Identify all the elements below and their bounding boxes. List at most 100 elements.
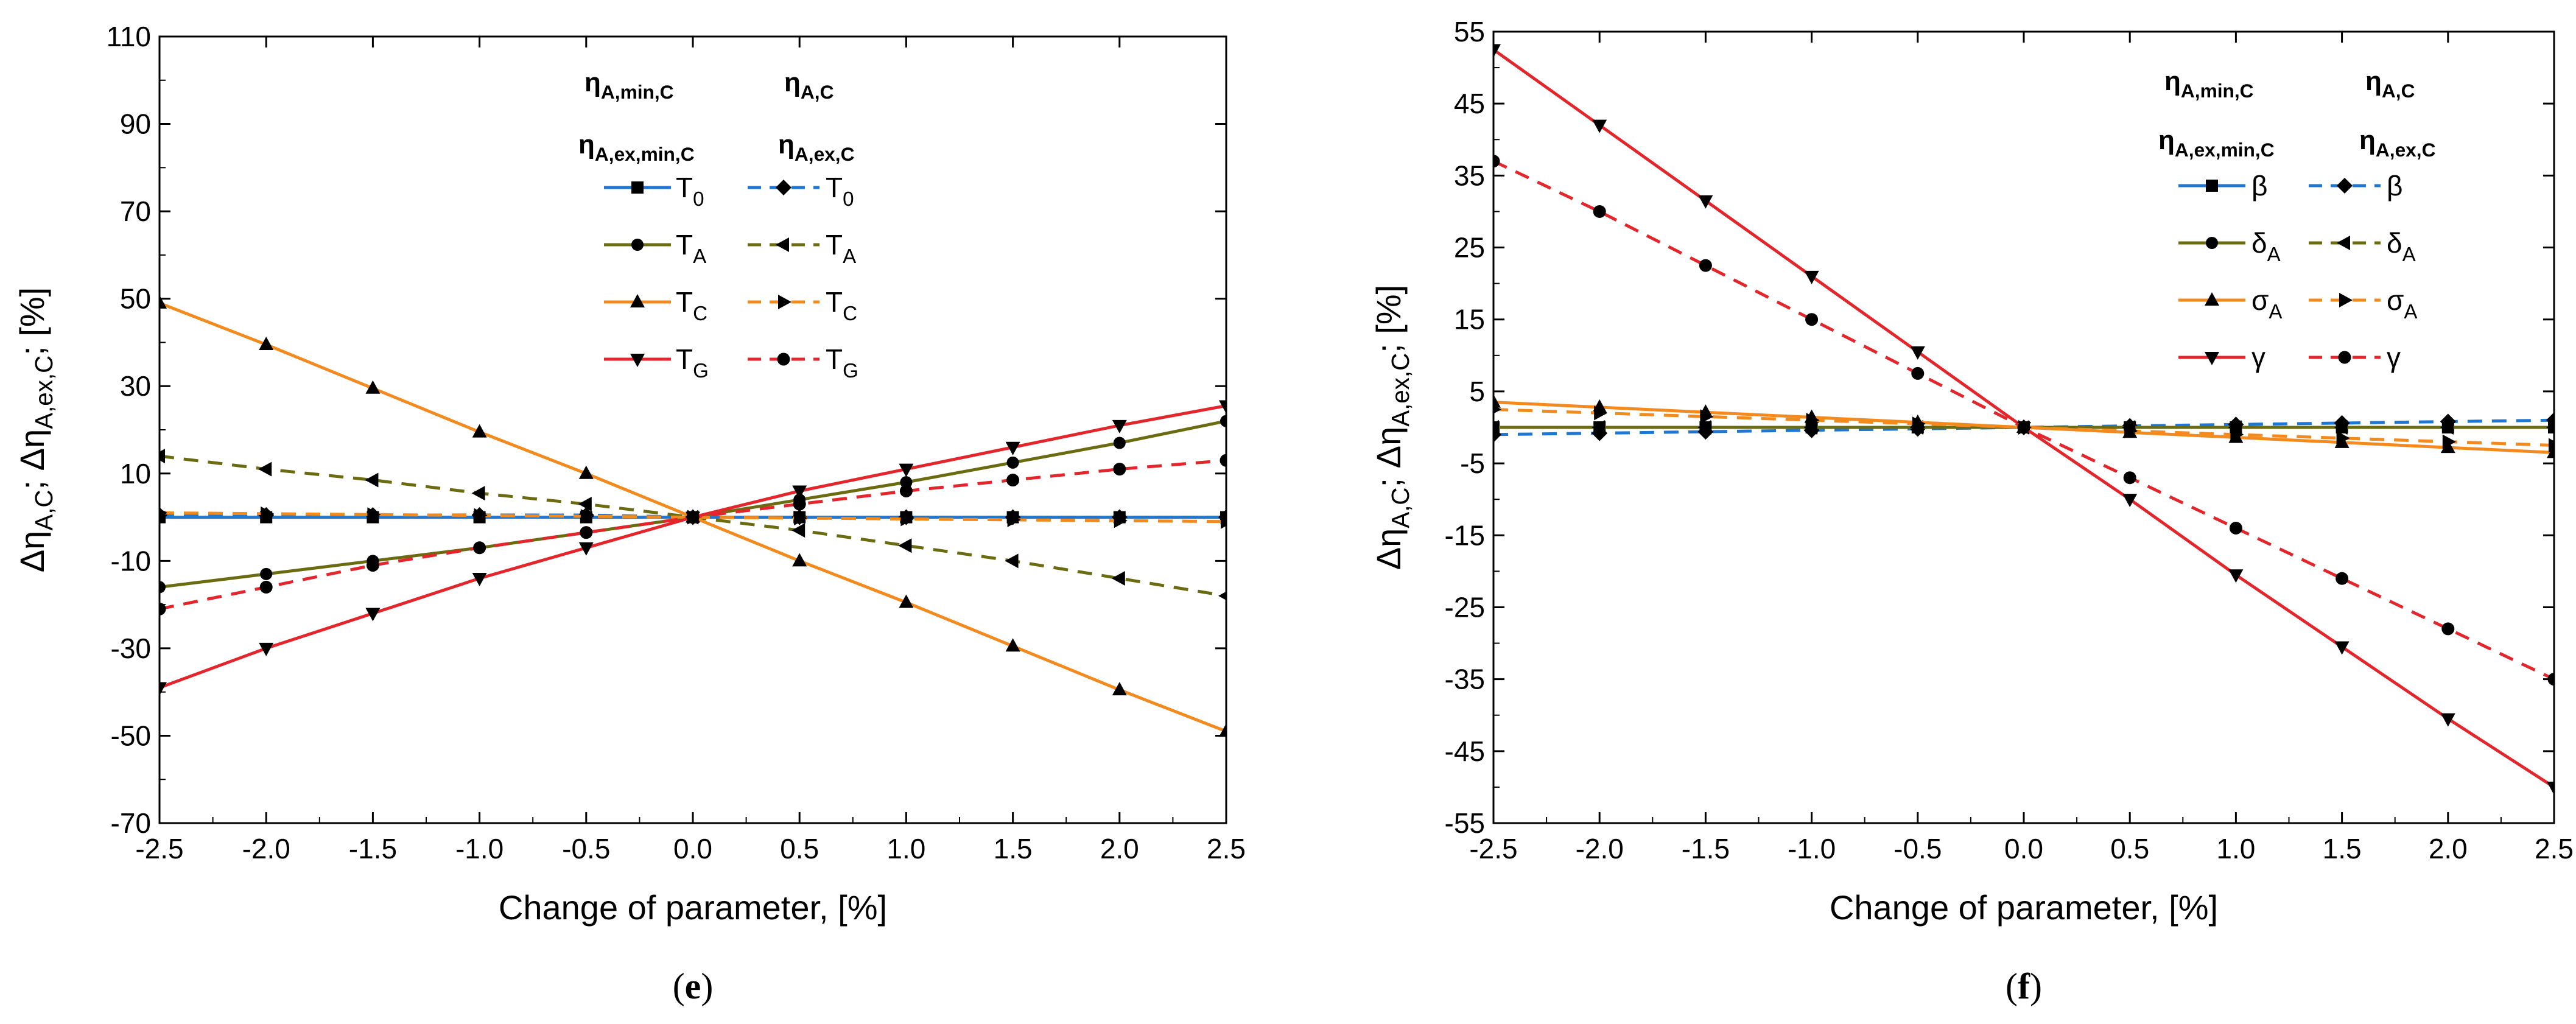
- panel-label: (f): [2006, 966, 2042, 1006]
- legend-entry-subscript: C: [843, 303, 857, 325]
- y-tick-label: 10: [120, 458, 151, 489]
- legend-marker-2: [2206, 237, 2218, 249]
- data-point-6-3: [1804, 270, 1819, 284]
- y-tick-label: -15: [1445, 519, 1485, 551]
- x-tick-label: -1.5: [1682, 833, 1730, 864]
- legend-entry-6: γ: [2251, 342, 2265, 373]
- data-point-4-9: [2440, 440, 2455, 454]
- y-axis-label-base: ; Δη: [1369, 427, 1408, 488]
- y-axis-label: ΔηA,C​; ΔηA,ex,C​; [%]: [13, 287, 58, 572]
- data-point-7-8: [2336, 572, 2349, 585]
- legend-entry-5: TC: [826, 286, 857, 325]
- legend-marker-0: [2206, 180, 2218, 192]
- chart-panel-e: -2.5 -2.0 -1.5 -1.0 -0.5 0.0 0.5 1.0 1.5 2.0 2.5 -7…: [13, 21, 1246, 1006]
- legend-entry-subscript: 0: [843, 188, 854, 211]
- legend-marker-2: [631, 239, 644, 251]
- y-tick-label: -55: [1445, 807, 1485, 839]
- legend-header-3: ηA,ex,C: [778, 130, 854, 165]
- series-line-5: [160, 511, 1226, 524]
- legend-header-subscript: A,min,C: [601, 81, 674, 103]
- data-point-5-1: [1594, 405, 1608, 421]
- y-axis-label-subscript: A,ex,C: [1386, 353, 1414, 427]
- x-tick-label: 2.0: [2429, 833, 2468, 864]
- legend-entry-label: T: [676, 286, 693, 318]
- legend-header-base: η: [578, 130, 595, 160]
- data-point-6-2: [365, 608, 381, 622]
- legend-entry-subscript: A: [2269, 301, 2283, 323]
- legend-entry-label: β: [2251, 170, 2267, 202]
- series-layer: [1493, 44, 2554, 795]
- panel-label: (e): [673, 966, 714, 1006]
- data-point-3-0: [1493, 420, 1499, 435]
- x-tick-label: -1.5: [349, 833, 397, 864]
- legend-header-subscript: A,ex,C: [795, 143, 855, 165]
- data-point-7-1: [259, 580, 273, 594]
- data-point-3-0: [160, 449, 165, 464]
- y-axis-label-group: ΔηA,C​; ΔηA,ex,C​; [%]: [1369, 285, 1414, 570]
- data-point-7-2: [1699, 259, 1712, 272]
- data-point-4-4: [578, 465, 594, 479]
- legend-marker-6: [630, 354, 645, 367]
- data-point-3-9: [1111, 571, 1125, 586]
- y-tick-label: 25: [1454, 232, 1485, 264]
- legend-entry-5: σA: [2387, 284, 2418, 323]
- y-axis-label: ΔηA,C​; ΔηA,ex,C​; [%]: [1369, 285, 1414, 570]
- x-tick-label: -0.5: [562, 833, 610, 864]
- y-tick-label: 45: [1454, 88, 1485, 119]
- data-point-6-0: [160, 682, 167, 696]
- y-axis-label-subscript: A,ex,C: [30, 356, 58, 429]
- legend-header-1: ηA,C: [784, 68, 834, 103]
- y-tick-label: 55: [1454, 16, 1485, 47]
- data-point-3-8: [1005, 553, 1019, 569]
- data-point-6-7: [2228, 569, 2244, 583]
- legend-entry-label: γ: [2251, 342, 2265, 373]
- legend-entry-subscript: A: [2404, 301, 2418, 323]
- data-point-5-9: [1114, 513, 1128, 528]
- data-point-4-7: [899, 594, 914, 608]
- legend-header-base: η: [778, 130, 795, 160]
- y-tick-label: -70: [111, 807, 151, 839]
- data-point-3-3: [471, 486, 485, 501]
- legend-entry-label: T: [826, 343, 843, 375]
- data-point-6-9: [1112, 419, 1127, 433]
- data-point-4-2: [365, 380, 381, 394]
- data-point-5-7: [2230, 427, 2244, 442]
- legend-header-2: ηA,ex,min,C: [2158, 125, 2275, 161]
- data-point-5-6: [794, 510, 808, 525]
- data-point-7-4: [1911, 366, 1925, 380]
- data-point-3-2: [1697, 420, 1711, 435]
- legend-entry-label: T: [826, 286, 843, 318]
- legend-entry-subscript: C: [693, 303, 707, 325]
- chart-panel-f: -2.5 -2.0 -1.5 -1.0 -0.5 0.0 0.5 1.0 1.5 2.0 2.5 -5…: [1369, 16, 2574, 1006]
- data-point-2-8: [1006, 456, 1019, 469]
- panel-label-letter: e: [685, 966, 701, 1006]
- legend-entry-2: TA: [676, 229, 707, 268]
- data-point-7-10: [2547, 673, 2554, 686]
- legend-marker-7: [777, 352, 790, 366]
- data-point-6-7: [899, 463, 914, 477]
- data-point-5-4: [1912, 416, 1926, 432]
- y-tick-label: 50: [120, 283, 151, 315]
- data-point-5-9: [2442, 434, 2456, 449]
- data-point-7-6: [793, 497, 806, 511]
- series-layer: [160, 295, 1226, 737]
- data-point-6-2: [1698, 195, 1713, 209]
- legend-marker-3: [776, 237, 789, 252]
- legend-entry-3: δA: [2387, 227, 2416, 266]
- data-point-7-4: [580, 526, 593, 539]
- legend-entry-3: TA: [826, 229, 857, 268]
- legend-marker-5: [2339, 293, 2353, 307]
- legend-entry-label: δ: [2251, 227, 2267, 259]
- legend-entry-2: δA: [2251, 227, 2281, 266]
- y-tick-label: -50: [111, 720, 151, 751]
- legend-entry-subscript: 0: [693, 188, 704, 211]
- data-point-7-2: [366, 559, 379, 572]
- legend-header-base: η: [784, 68, 801, 97]
- legend-entry-label: T: [676, 343, 693, 375]
- legend-header-subscript: A,ex,min,C: [595, 143, 695, 165]
- data-point-6-6: [2122, 494, 2138, 508]
- data-point-4-10: [1219, 723, 1226, 737]
- data-point-3-8: [2334, 420, 2348, 435]
- data-point-3-7: [2228, 420, 2242, 435]
